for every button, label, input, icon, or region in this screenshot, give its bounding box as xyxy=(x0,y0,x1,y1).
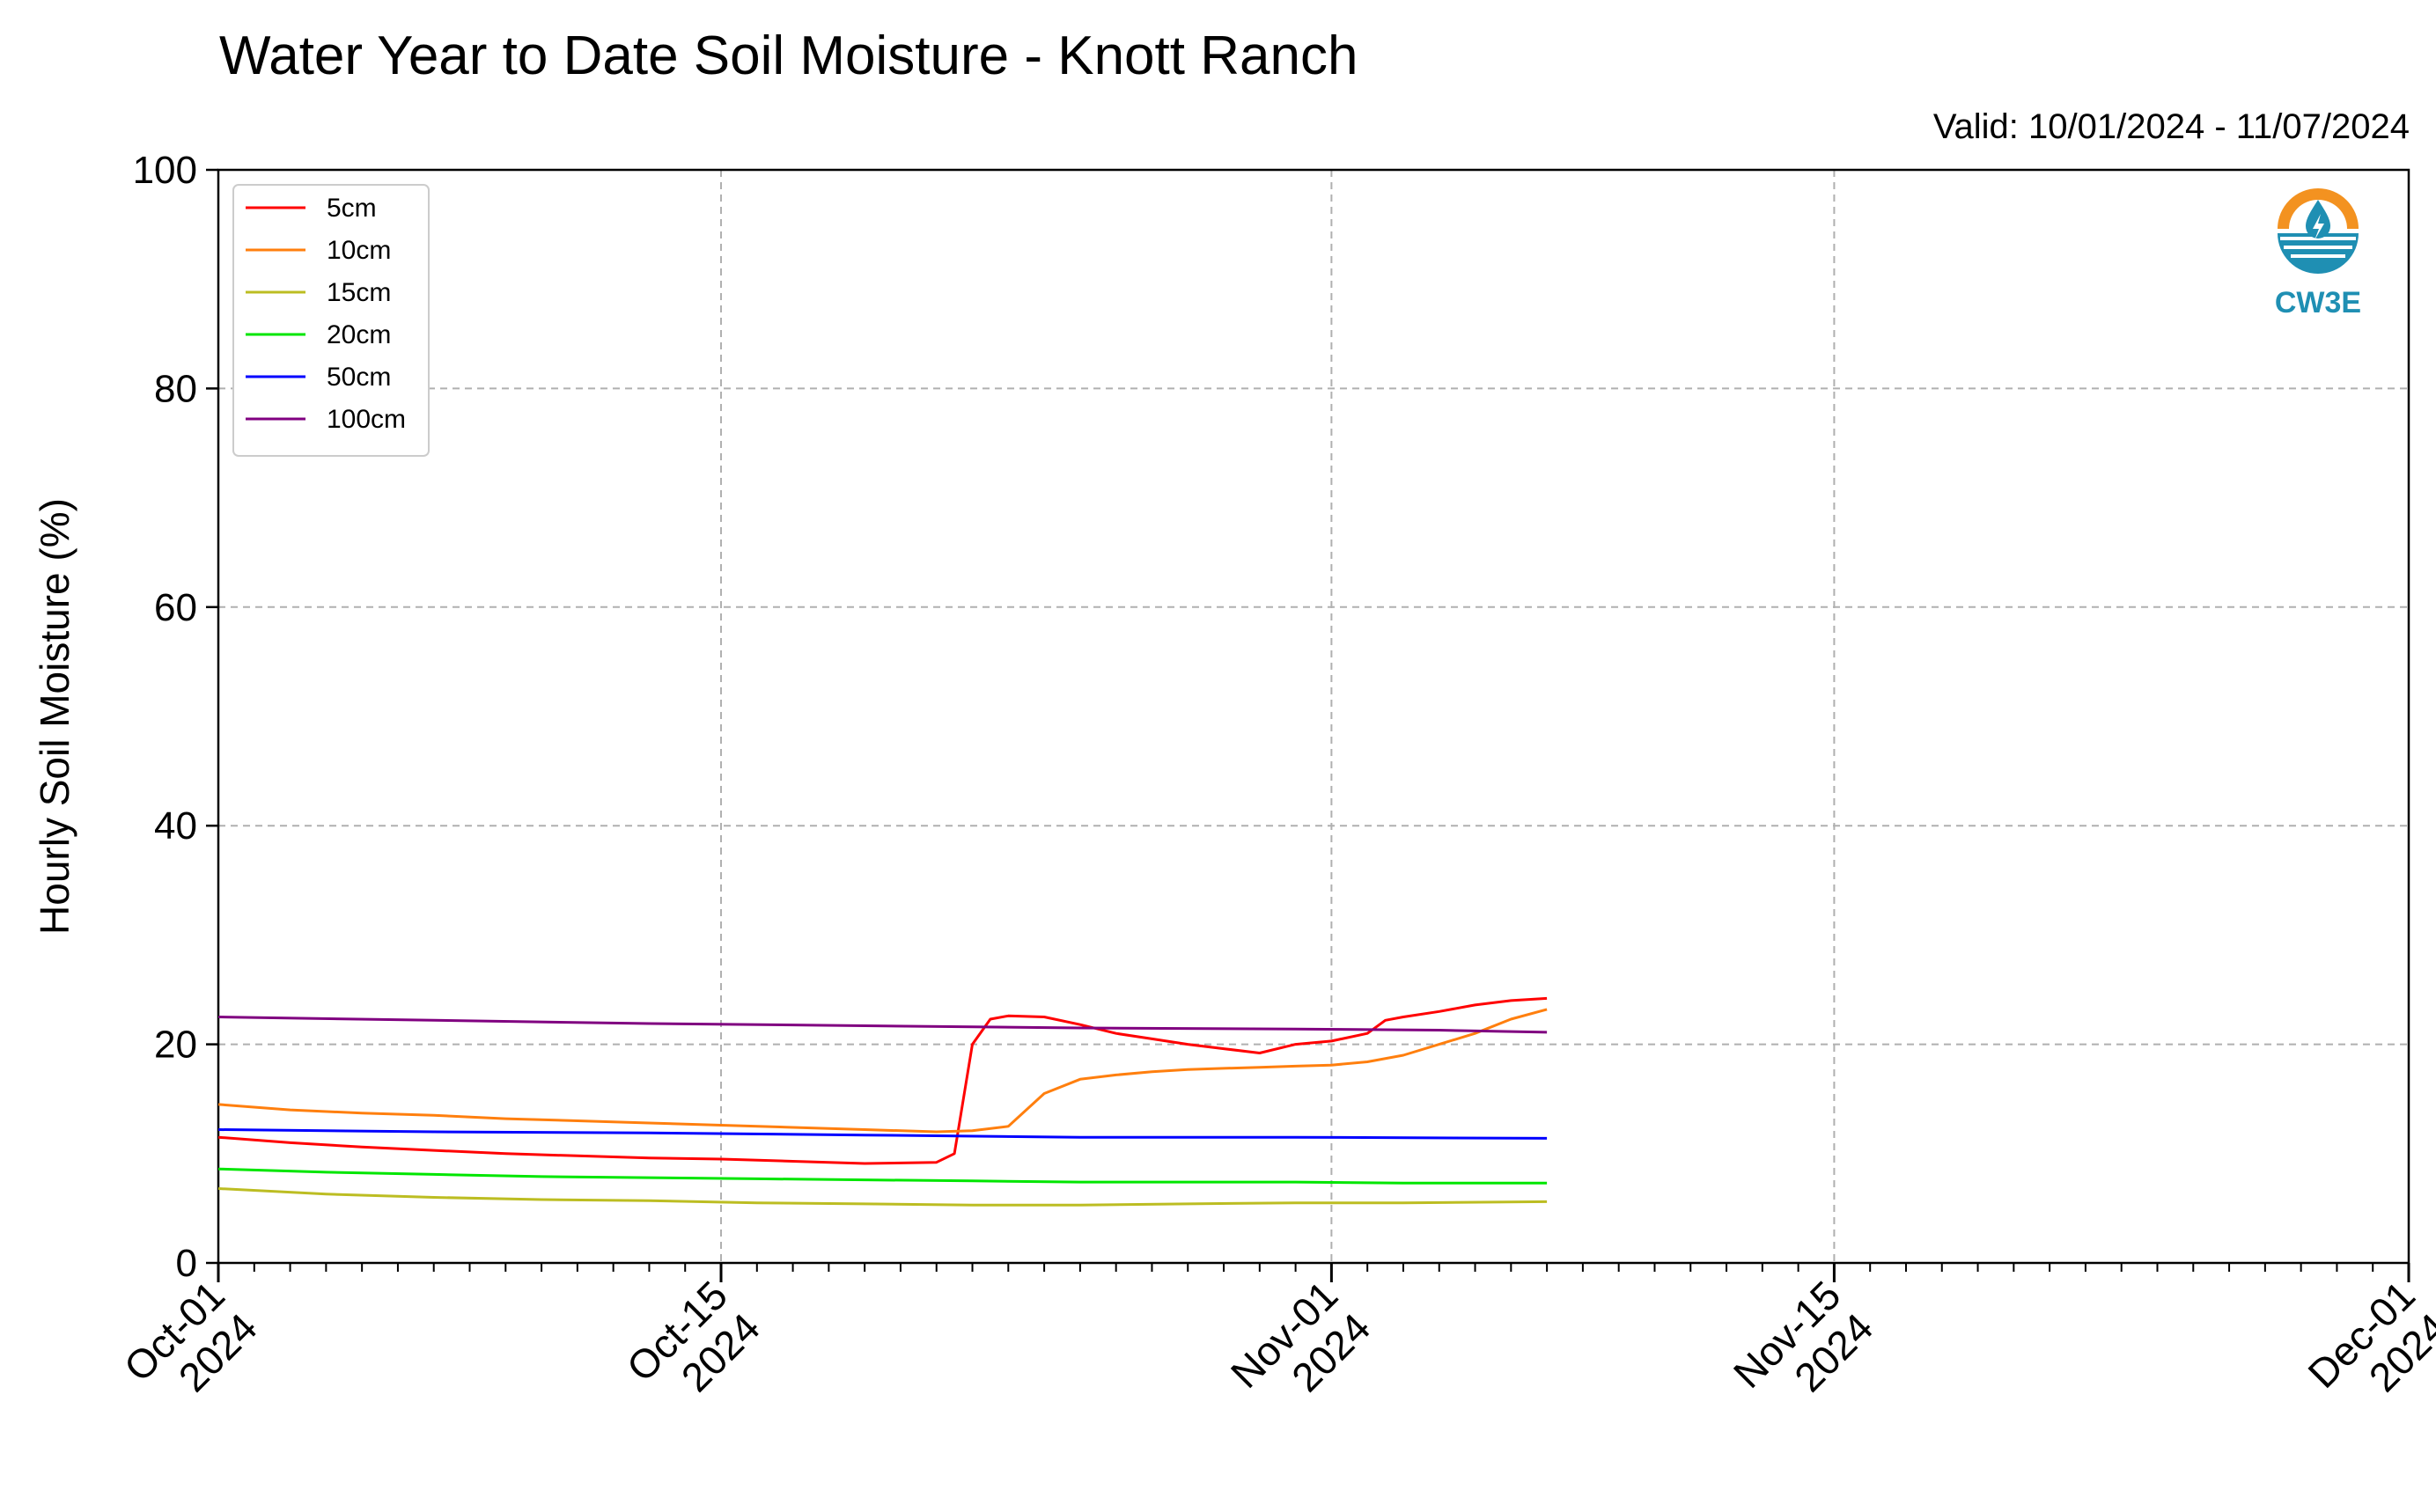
legend-label-10cm: 10cm xyxy=(327,236,391,265)
valid-date-range: Valid: 10/01/2024 - 11/07/2024 xyxy=(1932,107,2410,146)
x-tick-label: Nov-152024 xyxy=(1725,1272,1881,1428)
plot-frame xyxy=(217,168,2410,1265)
x-tick-label: Nov-012024 xyxy=(1222,1272,1379,1428)
y-tick-label: 80 xyxy=(154,367,197,410)
y-axis-label: Hourly Soil Moisture (%) xyxy=(32,498,77,935)
y-tick-label: 60 xyxy=(154,586,197,629)
y-tick-label: 20 xyxy=(154,1024,197,1067)
series-line-10cm xyxy=(217,1008,1548,1134)
cw3e-logo-icon: CW3E xyxy=(2274,188,2362,319)
legend-label-100cm: 100cm xyxy=(327,405,406,434)
series-line-5cm xyxy=(217,996,1548,1165)
y-tick-label: 100 xyxy=(133,149,197,192)
y-tick-label: 40 xyxy=(154,804,197,848)
legend-label-20cm: 20cm xyxy=(327,320,391,349)
chart-title: Water Year to Date Soil Moisture - Knott… xyxy=(219,26,1358,86)
logo-bolt-icon xyxy=(2313,214,2324,240)
logo-water-icon xyxy=(2278,233,2359,274)
logo-text: CW3E xyxy=(2275,286,2361,319)
series-line-15cm xyxy=(217,1187,1548,1207)
legend-label-15cm: 15cm xyxy=(327,278,391,307)
x-tick-label: Dec-012024 xyxy=(2299,1272,2436,1428)
legend-label-5cm: 5cm xyxy=(327,194,377,223)
series-line-20cm xyxy=(217,1167,1548,1185)
series-line-100cm xyxy=(217,1016,1548,1034)
legend-box xyxy=(232,184,430,457)
legend-label-50cm: 50cm xyxy=(327,363,391,392)
series-line-50cm xyxy=(217,1128,1548,1140)
x-tick-label: Oct-012024 xyxy=(115,1272,266,1422)
y-tick-label: 0 xyxy=(176,1242,197,1285)
x-tick-label: Oct-152024 xyxy=(618,1272,769,1422)
